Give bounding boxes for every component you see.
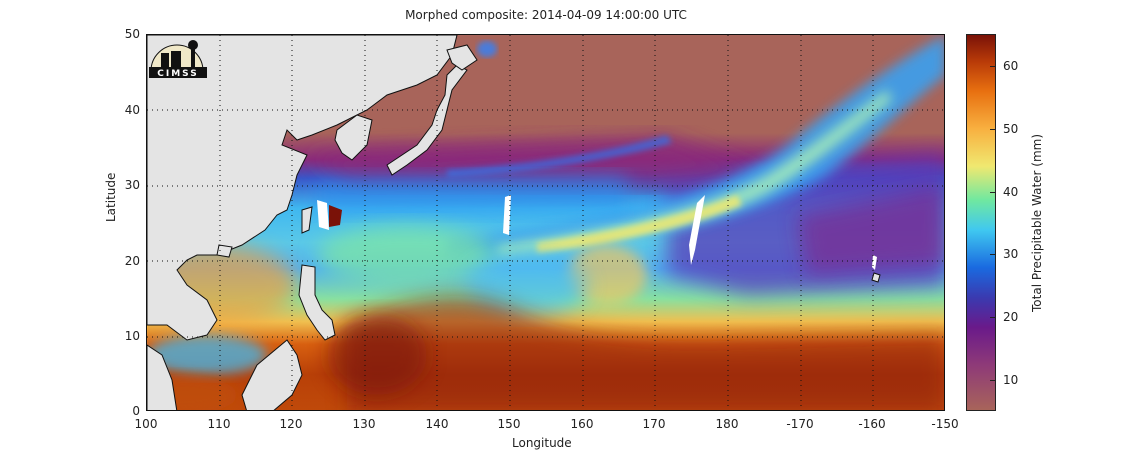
y-tick-30: 30 [124,178,140,192]
cbar-tick-mark [990,380,996,381]
x-tick-150: 150 [497,417,521,431]
x-tick-180: 180 [715,417,739,431]
x-tick-100: 100 [134,417,158,431]
chart-title: Morphed composite: 2014-04-09 14:00:00 U… [405,8,687,22]
y-axis-label: Latitude [104,172,118,222]
cbar-tick-mark [990,254,996,255]
x-tick-m150: -150 [931,417,959,431]
x-tick-120: 120 [279,417,303,431]
svg-text:CIMSS: CIMSS [157,69,198,79]
cbar-tick-30: 30 [1003,247,1019,261]
cbar-tick-mark [990,129,996,130]
map-plot-area: CIMSS [146,34,945,411]
y-tick-40: 40 [124,103,140,117]
x-tick-160: 160 [570,417,594,431]
land-masses [147,35,881,410]
x-tick-130: 130 [352,417,376,431]
cbar-tick-40: 40 [1003,185,1019,199]
x-axis-label: Longitude [512,436,572,450]
cbar-tick-mark [990,66,996,67]
y-tick-0: 0 [132,404,140,418]
cbar-tick-mark [990,317,996,318]
colorbar-label: Total Precipitable Water (mm) [1030,133,1044,312]
x-tick-140: 140 [425,417,449,431]
missing-data-swaths [317,195,877,270]
cbar-tick-20: 20 [1003,310,1019,324]
cbar-tick-50: 50 [1003,122,1019,136]
x-tick-110: 110 [207,417,231,431]
x-tick-m160: -160 [858,417,886,431]
colorbar [966,34,996,411]
y-tick-10: 10 [124,329,140,343]
y-tick-50: 50 [124,27,140,41]
cimss-logo-icon: CIMSS [149,40,207,79]
y-tick-20: 20 [124,254,140,268]
cbar-tick-10: 10 [1003,373,1019,387]
x-tick-170: 170 [642,417,666,431]
cbar-tick-60: 60 [1003,59,1019,73]
grid-lines [147,35,944,410]
cbar-tick-mark [990,192,996,193]
x-tick-m170: -170 [786,417,814,431]
tpw-heatmap [147,35,944,410]
